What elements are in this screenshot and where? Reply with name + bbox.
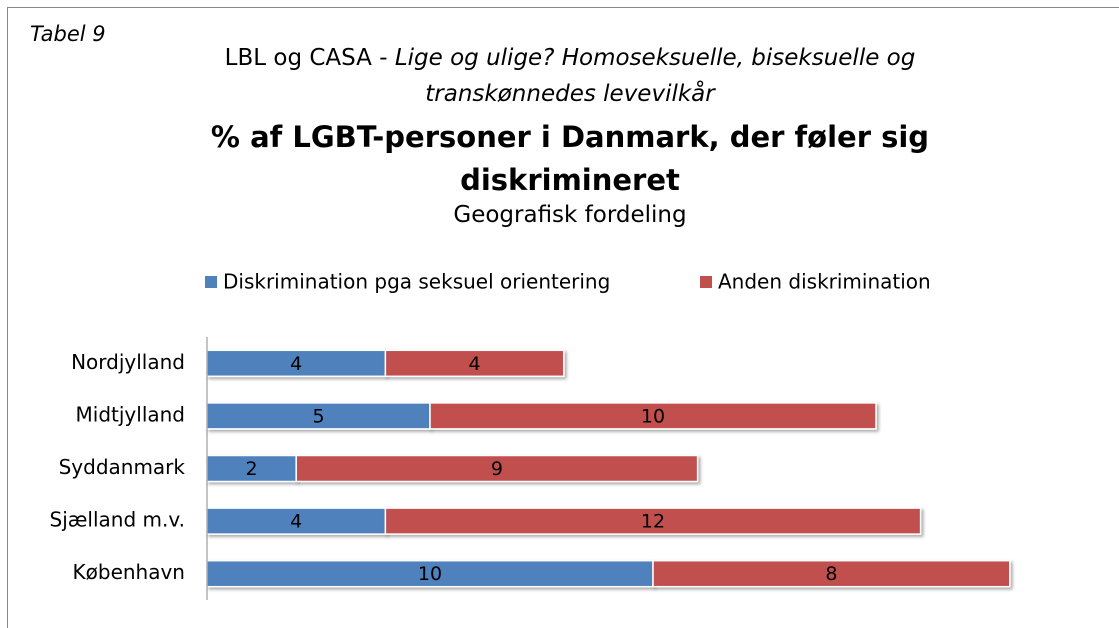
data-label: 10 [418, 563, 442, 585]
frame [7, 7, 1119, 628]
y-tick-label: Syddanmark [59, 455, 186, 479]
legend-label: Diskrimination pga seksuel orientering [223, 270, 610, 294]
y-tick-label: København [73, 560, 185, 584]
data-label: 8 [825, 563, 837, 585]
data-label: 2 [246, 458, 258, 480]
source-italic: Lige og ulige? Homoseksuelle, biseksuell… [394, 45, 916, 107]
bar [384, 349, 565, 378]
y-tick-label: Nordjylland [71, 350, 185, 374]
data-label: 10 [641, 405, 665, 427]
bar [295, 454, 699, 483]
y-tick-label: Sjælland m.v. [50, 508, 185, 532]
source: LBL og CASA - Lige og ulige? Homoseksuel… [160, 40, 980, 112]
legend-swatch [700, 276, 712, 288]
data-label: 4 [469, 353, 481, 375]
data-label: 12 [641, 511, 665, 533]
chart-subtitle: Geografisk fordeling [453, 202, 687, 228]
legend-label: Anden diskrimination [718, 270, 931, 294]
source-prefix: LBL og CASA - [224, 45, 395, 71]
data-label: 9 [491, 458, 503, 480]
bar [384, 507, 922, 535]
bar [652, 559, 1011, 588]
y-tick-label: Midtjylland [76, 402, 185, 426]
bar [206, 559, 654, 588]
data-label: 4 [290, 353, 302, 375]
chart-title: % af LGBT-personer i Danmark, der føler … [210, 120, 930, 197]
legend-swatch [205, 276, 217, 288]
table-tag: Tabel 9 [30, 22, 106, 46]
data-label: 4 [290, 511, 302, 533]
bar [429, 402, 877, 430]
bar [206, 507, 387, 535]
data-label: 5 [312, 405, 324, 427]
